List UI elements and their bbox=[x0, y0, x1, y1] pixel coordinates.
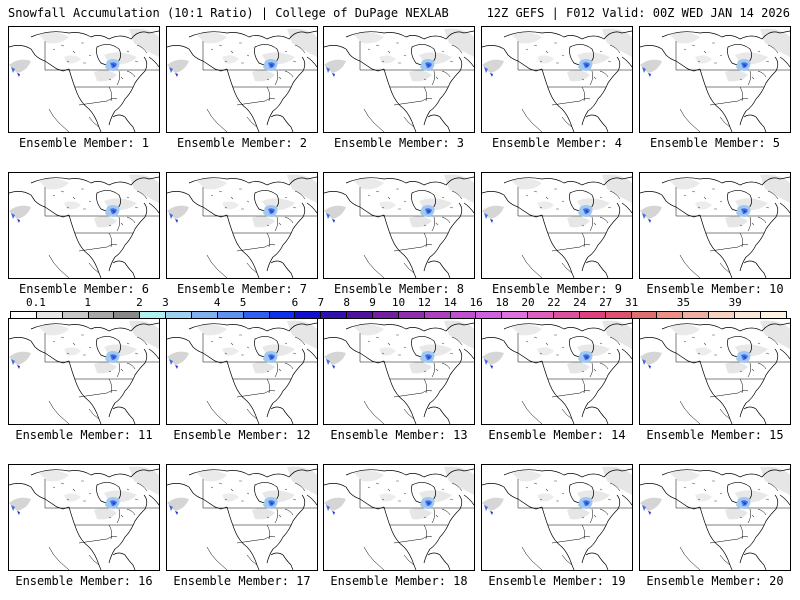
ensemble-map-7 bbox=[166, 172, 318, 279]
colorbar-swatch bbox=[114, 312, 141, 318]
ensemble-map-20 bbox=[639, 464, 791, 571]
colorbar-label: 39 bbox=[728, 296, 742, 309]
ensemble-member-caption: Ensemble Member: 16 bbox=[15, 574, 153, 588]
ensemble-member-caption: Ensemble Member: 10 bbox=[646, 282, 784, 296]
ensemble-member-caption: Ensemble Member: 5 bbox=[649, 136, 781, 150]
ensemble-member-caption: Ensemble Member: 9 bbox=[491, 282, 623, 296]
ensemble-member-caption: Ensemble Member: 13 bbox=[330, 428, 468, 442]
ensemble-map-13 bbox=[323, 318, 475, 425]
colorbar-swatch bbox=[631, 312, 658, 318]
colorbar-swatch bbox=[88, 312, 115, 318]
ensemble-map-3 bbox=[323, 26, 475, 133]
colorbar-swatch bbox=[709, 312, 736, 318]
colorbar-label: 9 bbox=[369, 296, 376, 309]
colorbar-swatch bbox=[528, 312, 555, 318]
ensemble-member-caption: Ensemble Member: 15 bbox=[646, 428, 784, 442]
chart-title: Snowfall Accumulation (10:1 Ratio) | Col… bbox=[8, 6, 449, 20]
colorbar-label: 2 bbox=[136, 296, 143, 309]
colorbar-label: 12 bbox=[417, 296, 432, 309]
colorbar-label: 16 bbox=[469, 296, 483, 309]
ensemble-map-1 bbox=[8, 26, 160, 133]
colorbar-swatch bbox=[243, 312, 270, 318]
colorbar-swatch bbox=[36, 312, 63, 318]
ensemble-map-18 bbox=[323, 464, 475, 571]
colorbar-labels: 0.1 1 2 3 4 5 6 7 8 9 10 12 14 16 18 20 22 24 27 31 35 39 bbox=[10, 297, 787, 309]
colorbar-label: 31 bbox=[624, 296, 639, 309]
ensemble-member-caption: Ensemble Member: 1 bbox=[18, 136, 150, 150]
colorbar-label: 1 bbox=[84, 296, 91, 309]
colorbar-label: 5 bbox=[239, 296, 247, 309]
colorbar-label: 0.1 bbox=[25, 296, 46, 309]
colorbar-label: 24 bbox=[573, 296, 587, 309]
ensemble-map-5 bbox=[639, 26, 791, 133]
ensemble-map-11 bbox=[8, 318, 160, 425]
colorbar-swatch bbox=[11, 312, 37, 318]
colorbar-swatch bbox=[373, 312, 399, 318]
colorbar-label: 4 bbox=[213, 296, 221, 309]
colorbar-label: 10 bbox=[391, 296, 406, 309]
colorbar-swatch bbox=[140, 312, 167, 318]
ensemble-map-17 bbox=[166, 464, 318, 571]
colorbar-label: 27 bbox=[599, 296, 613, 309]
ensemble-member-caption: Ensemble Member: 19 bbox=[488, 574, 626, 588]
colorbar-swatch bbox=[321, 312, 348, 318]
ensemble-map-19 bbox=[481, 464, 633, 571]
colorbar-swatch bbox=[476, 312, 503, 318]
ensemble-member-caption: Ensemble Member: 14 bbox=[488, 428, 626, 442]
colorbar-label: 35 bbox=[676, 296, 691, 309]
ensemble-member-caption: Ensemble Member: 3 bbox=[333, 136, 465, 150]
ensemble-map-9 bbox=[481, 172, 633, 279]
ensemble-member-caption: Ensemble Member: 18 bbox=[330, 574, 468, 588]
ensemble-member-caption: Ensemble Member: 4 bbox=[491, 136, 623, 150]
colorbar-swatch bbox=[657, 312, 684, 318]
colorbar-swatch bbox=[683, 312, 710, 318]
colorbar-swatch bbox=[450, 312, 477, 318]
model-run-label: 12Z GEFS | F012 Valid: 00Z WED JAN 14 20… bbox=[486, 6, 790, 20]
colorbar-label: 8 bbox=[343, 296, 350, 309]
ensemble-member-caption: Ensemble Member: 20 bbox=[646, 574, 784, 588]
colorbar-label: 22 bbox=[547, 296, 561, 309]
colorbar-swatch bbox=[735, 312, 761, 318]
colorbar-swatch bbox=[166, 312, 193, 318]
colorbar-swatch bbox=[398, 312, 425, 318]
ensemble-member-caption: Ensemble Member: 2 bbox=[176, 136, 308, 150]
colorbar-swatch bbox=[192, 312, 218, 318]
colorbar-swatch bbox=[605, 312, 632, 318]
colorbar-label: 7 bbox=[317, 296, 325, 309]
ensemble-member-caption: Ensemble Member: 8 bbox=[333, 282, 465, 296]
colorbar-swatch bbox=[269, 312, 296, 318]
ensemble-member-caption: Ensemble Member: 12 bbox=[173, 428, 311, 442]
ensemble-member-caption: Ensemble Member: 11 bbox=[15, 428, 153, 442]
colorbar-swatch bbox=[62, 312, 89, 318]
colorbar-swatch bbox=[347, 312, 374, 318]
ensemble-member-caption: Ensemble Member: 6 bbox=[18, 282, 150, 296]
colorbar-swatch bbox=[295, 312, 322, 318]
ensemble-map-15 bbox=[639, 318, 791, 425]
colorbar-label: 20 bbox=[521, 296, 535, 309]
ensemble-map-4 bbox=[481, 26, 633, 133]
ensemble-map-2 bbox=[166, 26, 318, 133]
ensemble-map-12 bbox=[166, 318, 318, 425]
ensemble-map-6 bbox=[8, 172, 160, 279]
colorbar-swatch bbox=[502, 312, 529, 318]
ensemble-map-8 bbox=[323, 172, 475, 279]
colorbar-swatch bbox=[760, 312, 786, 318]
colorbar-swatch bbox=[554, 312, 580, 318]
colorbar-label: 3 bbox=[162, 296, 169, 309]
ensemble-map-14 bbox=[481, 318, 633, 425]
colorbar-label: 6 bbox=[291, 296, 299, 309]
colorbar-swatch bbox=[217, 312, 244, 318]
ensemble-map-10 bbox=[639, 172, 791, 279]
ensemble-member-caption: Ensemble Member: 17 bbox=[173, 574, 311, 588]
colorbar-swatch bbox=[424, 312, 451, 318]
ensemble-member-caption: Ensemble Member: 7 bbox=[176, 282, 308, 296]
colorbar-label: 18 bbox=[495, 296, 509, 309]
colorbar-swatch bbox=[579, 312, 606, 318]
ensemble-map-16 bbox=[8, 464, 160, 571]
colorbar-label: 14 bbox=[443, 296, 457, 309]
